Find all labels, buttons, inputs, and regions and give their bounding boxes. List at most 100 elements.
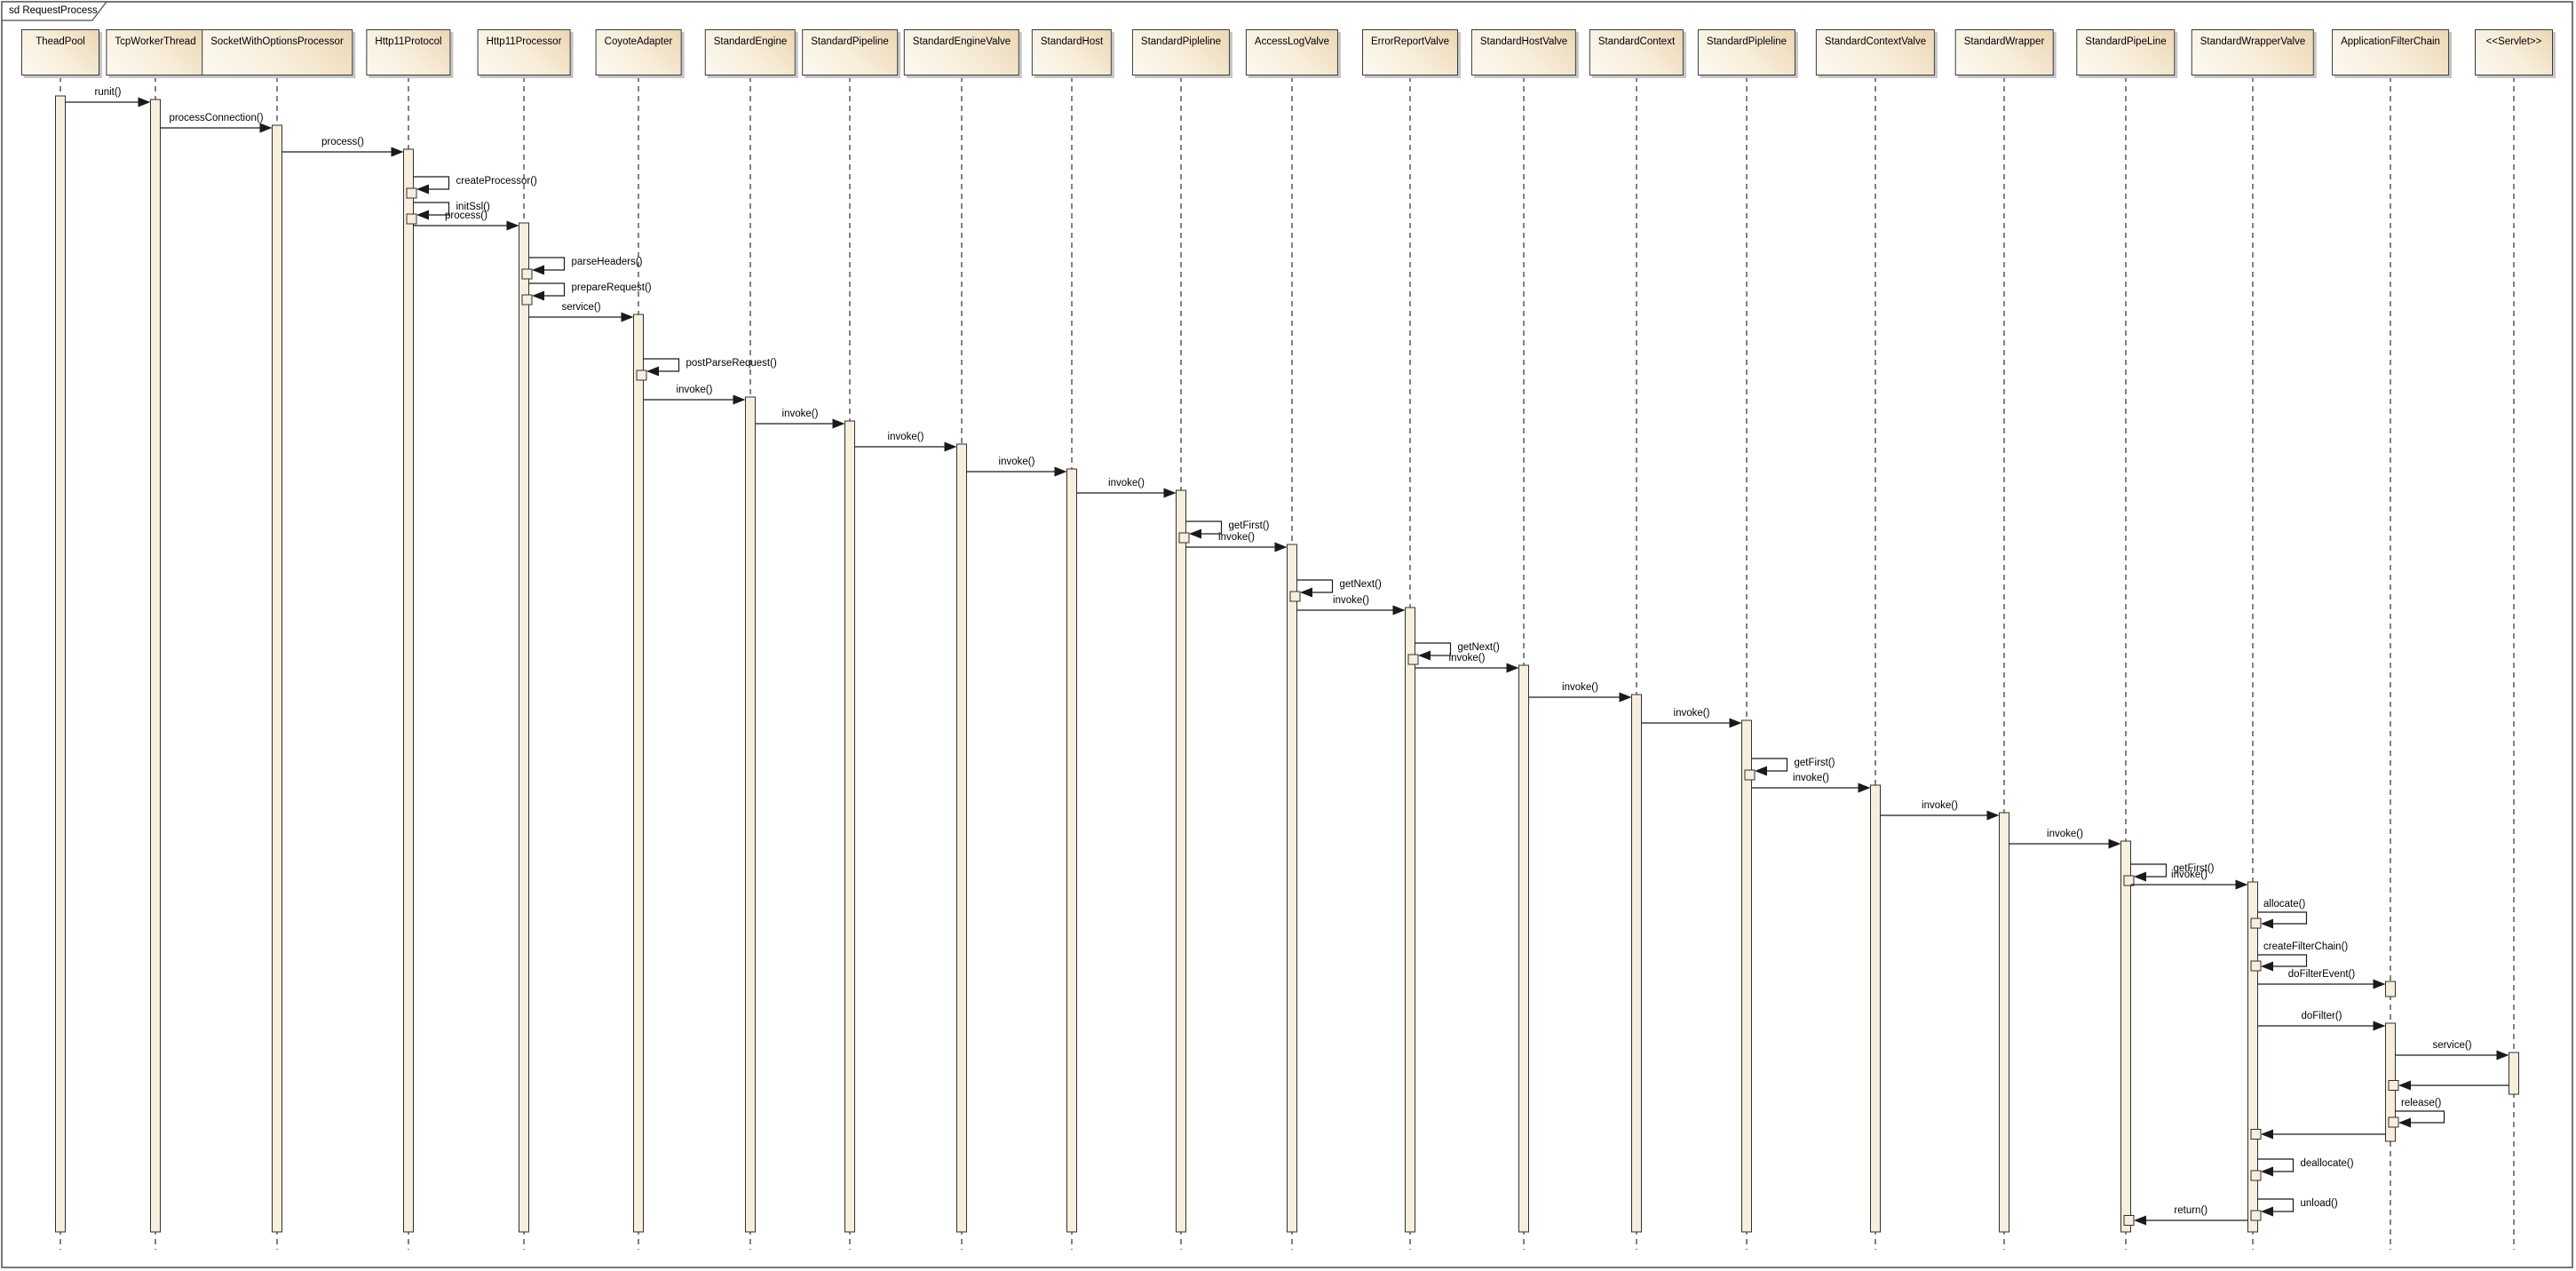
message-getnext-19-anchor xyxy=(1407,654,1419,665)
message-createfilterchain-30-loop xyxy=(2257,954,2308,967)
message-invoke-20-label: invoke() xyxy=(1448,653,1486,663)
message-parseheaders-6-loop xyxy=(528,257,566,271)
message-release-35-arrowhead-icon xyxy=(2398,1117,2411,1128)
message-getnext-19-loop xyxy=(1415,642,1452,656)
activation-bar-12 xyxy=(1405,607,1415,1233)
lifeline-header-standardcontext: StandardContext xyxy=(1589,29,1684,75)
message-initssl-4-loop xyxy=(413,202,450,216)
lifeline-header-standardengine: StandardEngine xyxy=(704,29,797,75)
message-getfirst-27-anchor xyxy=(2123,875,2135,886)
lifeline-header-coyoteadapter: CoyoteAdapter xyxy=(595,29,682,75)
message-createprocessor-3-loop xyxy=(413,176,450,190)
message-postparserequest-9-arrowhead-icon xyxy=(646,366,659,377)
message-getfirst-15-loop xyxy=(1185,520,1223,535)
message-return-36-anchor xyxy=(2250,1129,2262,1140)
message-invoke-21-label: invoke() xyxy=(1562,682,1598,693)
message-allocate-29-label: allocate() xyxy=(2263,899,2306,910)
lifeline-header-standardhostvalve: StandardHostValve xyxy=(1470,29,1577,75)
activation-bar-17 xyxy=(1999,812,2009,1233)
message-invoke-11-arrowhead-icon xyxy=(832,418,845,429)
message-unload-38-arrowhead-icon xyxy=(2261,1206,2273,1217)
message-runit-0-label: runit() xyxy=(94,87,122,98)
message-unload-38-label: unload() xyxy=(2300,1198,2338,1209)
message-getfirst-15-anchor xyxy=(1178,532,1190,544)
message-dofilter-32-label: doFilter() xyxy=(2301,1011,2342,1021)
message-preparerequest-7-anchor xyxy=(521,294,533,306)
lifeline-header-tcpworkerthread: TcpWorkerThread xyxy=(106,29,205,75)
message-invoke-20-arrowhead-icon xyxy=(1506,663,1519,673)
activation-bar-11 xyxy=(1287,544,1297,1233)
message-initssl-4-arrowhead-icon xyxy=(416,210,429,220)
message-invoke-14-arrowhead-icon xyxy=(1163,488,1177,498)
message-invoke-13-label: invoke() xyxy=(998,457,1035,467)
message-unload-38-loop xyxy=(2257,1198,2295,1212)
message-service-8-label: service() xyxy=(561,302,601,313)
message-invoke-18-label: invoke() xyxy=(1333,595,1369,606)
activation-bar-21 xyxy=(2509,1052,2519,1095)
message-createprocessor-3-label: createProcessor() xyxy=(456,176,537,187)
lifeline-header-standardwrapper: StandardWrapper xyxy=(1954,29,2054,75)
message-return-34-anchor xyxy=(2388,1080,2399,1091)
message-getnext-19-label: getNext() xyxy=(1457,642,1500,653)
message-invoke-24-label: invoke() xyxy=(1793,773,1829,783)
message-getnext-17-arrowhead-icon xyxy=(1300,587,1312,598)
message-invoke-22-label: invoke() xyxy=(1673,708,1710,719)
message-process-2-label: process() xyxy=(321,137,364,147)
lifeline-header-applicationfilterchain: ApplicationFilterChain xyxy=(2332,29,2449,75)
activation-bar-7 xyxy=(844,420,855,1233)
activation-bar-3 xyxy=(403,148,414,1233)
activation-bar-0 xyxy=(55,95,66,1233)
lifeline-header-standardpipleline: StandardPipleline xyxy=(1131,29,1231,75)
message-getfirst-27-label: getFirst() xyxy=(2173,863,2215,874)
message-deallocate-37-loop xyxy=(2257,1158,2295,1172)
activation-bar-19 xyxy=(2247,881,2258,1233)
message-parseheaders-6-anchor xyxy=(521,268,533,280)
message-initssl-4-anchor xyxy=(406,213,417,225)
message-invoke-12-label: invoke() xyxy=(887,432,924,442)
frame-tab-label: sd RequestProcess xyxy=(9,5,98,16)
message-invoke-28-arrowhead-icon xyxy=(2235,879,2248,890)
lifeline-header-standardpipeline: StandardPipeLine xyxy=(2076,29,2176,75)
message-parseheaders-6-arrowhead-icon xyxy=(532,265,544,275)
message-dofilter-32-arrowhead-icon xyxy=(2373,1021,2386,1031)
message-getfirst-23-anchor xyxy=(1744,769,1756,781)
lifeline-header-accesslogvalve: AccessLogValve xyxy=(1245,29,1339,75)
message-invoke-10-label: invoke() xyxy=(676,385,713,395)
message-invoke-16-label: invoke() xyxy=(1218,532,1255,543)
message-allocate-29-loop xyxy=(2257,911,2308,925)
message-postparserequest-9-label: postParseRequest() xyxy=(686,358,777,369)
activation-bar-4 xyxy=(519,222,529,1233)
message-invoke-14-label: invoke() xyxy=(1108,478,1145,489)
message-service-33-arrowhead-icon xyxy=(2496,1050,2509,1060)
frame-tab xyxy=(1,1,108,21)
message-deallocate-37-arrowhead-icon xyxy=(2261,1166,2273,1177)
message-deallocate-37-anchor xyxy=(2250,1170,2262,1181)
message-getfirst-27-loop xyxy=(2130,863,2168,878)
message-release-35-loop xyxy=(2395,1110,2445,1124)
message-return-39-anchor xyxy=(2123,1215,2135,1226)
message-createfilterchain-30-arrowhead-icon xyxy=(2261,961,2273,972)
message-invoke-22-arrowhead-icon xyxy=(1729,718,1742,728)
activation-bar-6 xyxy=(745,396,756,1233)
message-deallocate-37-label: deallocate() xyxy=(2300,1158,2354,1169)
lifeline-header-standardpipleline: StandardPipleline xyxy=(1697,29,1796,75)
lifeline-header-errorreportvalve: ErrorReportValve xyxy=(1362,29,1458,75)
message-return-36-arrowhead-icon xyxy=(2261,1129,2273,1140)
message-processconnection-1-arrowhead-icon xyxy=(259,123,273,133)
activation-bar-10 xyxy=(1176,489,1186,1233)
message-invoke-28-label: invoke() xyxy=(2171,870,2207,880)
lifeline-header-standardhost: StandardHost xyxy=(1031,29,1113,75)
message-getfirst-15-label: getFirst() xyxy=(1228,520,1270,531)
message-allocate-29-anchor xyxy=(2250,918,2262,929)
lifeline-header-standardwrappervalve: StandardWrapperValve xyxy=(2191,29,2315,75)
message-getfirst-27-arrowhead-icon xyxy=(2134,871,2146,882)
message-invoke-25-arrowhead-icon xyxy=(1986,810,2000,821)
lifeline-header-socketwithoptionsprocessor: SocketWithOptionsProcessor xyxy=(202,29,353,75)
activation-bar-16 xyxy=(1870,784,1881,1233)
activation-bar-14 xyxy=(1631,694,1642,1233)
message-return-39-arrowhead-icon xyxy=(2134,1215,2146,1226)
lifeline-header-httpprotocol: Http11Protocol xyxy=(366,29,451,75)
message-process-5-arrowhead-icon xyxy=(506,220,519,231)
